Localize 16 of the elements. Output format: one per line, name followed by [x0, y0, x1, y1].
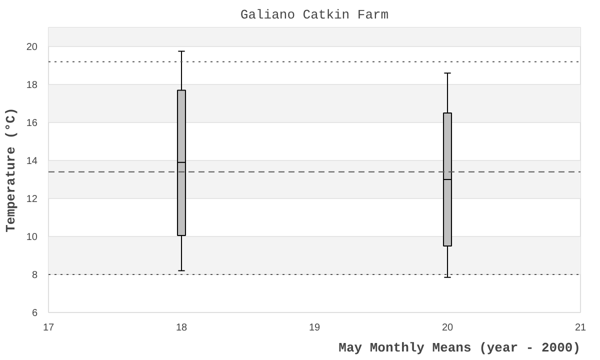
y-tick-label: 6	[32, 308, 38, 319]
x-tick-label: 20	[442, 322, 454, 334]
y-tick-label: 20	[26, 42, 38, 53]
y-tick-label: 12	[26, 194, 38, 205]
y-tick-label: 14	[26, 156, 38, 167]
x-tick-label: 17	[42, 322, 54, 334]
y-tick-label: 10	[26, 232, 38, 243]
x-tick-label: 21	[574, 322, 586, 334]
x-axis-title: May Monthly Means (year - 2000)	[338, 340, 581, 356]
y-tick-label: 8	[32, 270, 38, 281]
y-tick-label: 16	[26, 118, 38, 129]
chart-title: Galiano Catkin Farm	[240, 8, 389, 22]
x-tick-label: 19	[308, 322, 320, 334]
x-tick-label: 18	[176, 322, 188, 334]
y-axis-title: Temperature (°C)	[3, 108, 18, 232]
y-tick-label: 18	[26, 80, 38, 91]
